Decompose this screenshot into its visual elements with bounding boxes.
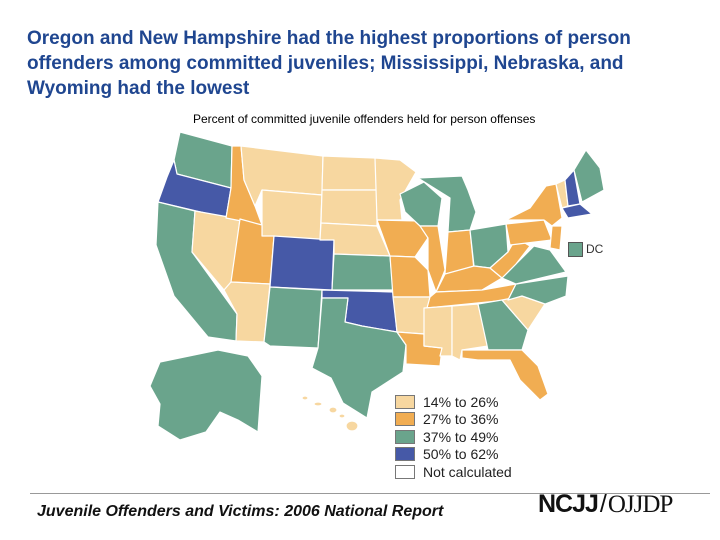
footer-divider bbox=[30, 493, 710, 494]
state-MI bbox=[417, 175, 477, 233]
page-title: Oregon and New Hampshire had the highest… bbox=[27, 28, 631, 99]
legend-swatch bbox=[395, 464, 415, 479]
legend-item: Not calculated bbox=[395, 463, 512, 481]
legend: 14% to 26% 27% to 36% 37% to 49% 50% to … bbox=[395, 393, 512, 481]
state-NJ bbox=[549, 225, 563, 251]
state-HI-2 bbox=[313, 401, 323, 407]
state-MA bbox=[561, 203, 593, 219]
legend-label: Not calculated bbox=[423, 463, 512, 480]
state-HI-5 bbox=[345, 420, 359, 432]
legend-label: 50% to 62% bbox=[423, 446, 499, 463]
state-TX bbox=[311, 297, 407, 419]
legend-label: 27% to 36% bbox=[423, 411, 499, 428]
state-CO bbox=[269, 235, 335, 291]
state-WV bbox=[489, 237, 531, 279]
state-IA bbox=[376, 219, 429, 258]
state-HI-4 bbox=[338, 413, 346, 419]
dc-swatch bbox=[568, 242, 583, 257]
logo-ncjj: NCJJ bbox=[538, 490, 599, 518]
state-KS bbox=[331, 253, 394, 291]
legend-item: 37% to 49% bbox=[395, 428, 512, 446]
legend-swatch bbox=[395, 394, 415, 409]
legend-label: 37% to 49% bbox=[423, 428, 499, 445]
dc-label: DC bbox=[586, 242, 604, 256]
map-subtitle: Percent of committed juvenile offenders … bbox=[193, 112, 536, 126]
legend-swatch bbox=[395, 447, 415, 462]
state-ND bbox=[321, 155, 378, 191]
state-HI-1 bbox=[301, 395, 309, 401]
ncjj-ojjdp-logo: NCJJ/OJJDP bbox=[538, 490, 673, 519]
state-PA bbox=[505, 219, 553, 246]
legend-swatch bbox=[395, 412, 415, 427]
state-FL bbox=[461, 349, 549, 401]
legend-label: 14% to 26% bbox=[423, 393, 499, 410]
legend-item: 27% to 36% bbox=[395, 411, 512, 429]
state-ME bbox=[573, 149, 605, 203]
legend-swatch bbox=[395, 429, 415, 444]
state-AK bbox=[149, 349, 263, 441]
state-MO bbox=[389, 255, 431, 298]
logo-ojjdp: OJJDP bbox=[607, 491, 673, 518]
state-SD bbox=[320, 189, 378, 227]
state-WY bbox=[261, 189, 323, 241]
footer-report-title: Juvenile Offenders and Victims: 2006 Nat… bbox=[37, 503, 444, 520]
legend-item: 50% to 62% bbox=[395, 446, 512, 464]
state-HI-3 bbox=[328, 406, 338, 414]
state-NM bbox=[263, 286, 323, 349]
logo-separator: / bbox=[599, 490, 607, 518]
state-GA bbox=[477, 299, 529, 351]
legend-item: 14% to 26% bbox=[395, 393, 512, 411]
state-NY bbox=[505, 183, 563, 227]
